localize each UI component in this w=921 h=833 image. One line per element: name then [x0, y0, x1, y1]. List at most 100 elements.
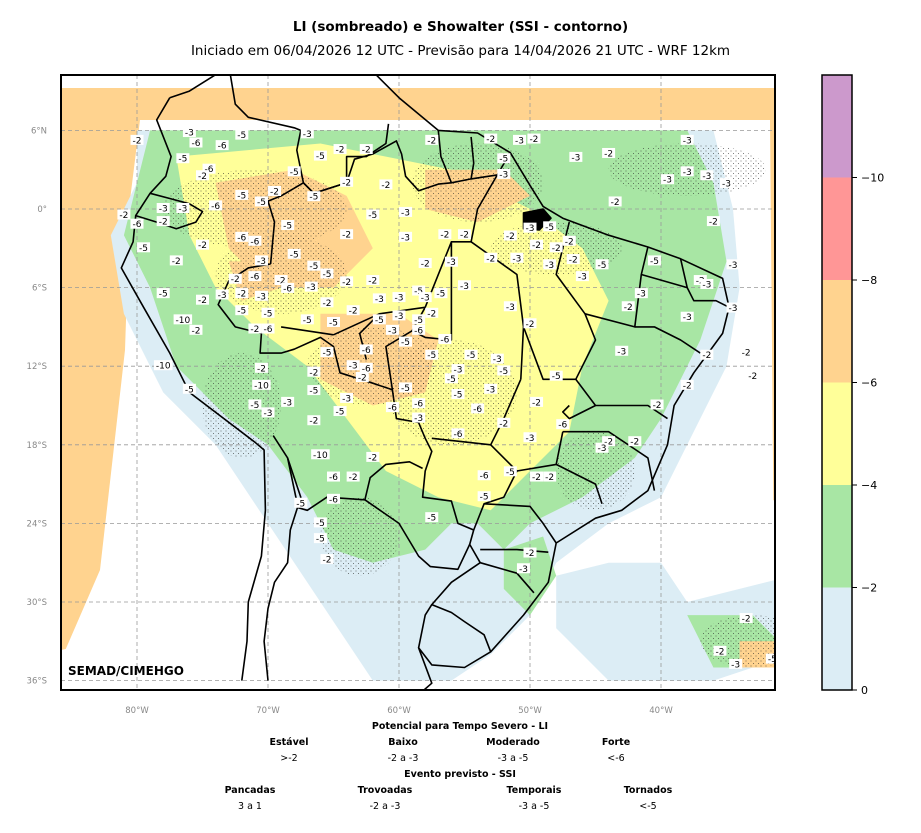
contour-label: -3 [526, 434, 535, 444]
lat-label: 30°S [27, 598, 47, 608]
contour-label: -2 [250, 325, 259, 335]
contour-label-bg [274, 275, 288, 286]
contour-label-bg [248, 399, 262, 410]
contour-label: -6 [329, 473, 338, 483]
state-border-5 [522, 221, 597, 381]
pacific-coast [120, 97, 267, 681]
contour-label: -3 [722, 180, 731, 190]
contour-label-bg [556, 419, 570, 430]
contour-label: -2 [309, 368, 318, 378]
contour-label-bg [418, 258, 432, 269]
contour-label-bg [562, 235, 576, 246]
contour-label-bg [235, 231, 249, 242]
contour-label-bg [438, 334, 452, 344]
contour-label: -5 [368, 211, 377, 221]
contour-label: -2 [486, 135, 495, 145]
contour-label: -2 [358, 373, 367, 383]
colorbar-tick-label: −2 [861, 582, 877, 595]
contour-label: -3 [493, 355, 502, 365]
contour-label: -5 [552, 372, 561, 382]
contour-label: -6 [237, 233, 246, 243]
colorbar-segment-lt4 [822, 382, 852, 485]
contour-label: -3 [395, 294, 404, 304]
contour-label: -5 [322, 270, 331, 280]
contour-label: -3 [414, 414, 423, 424]
contour-label: -6 [453, 430, 462, 440]
contour-label-bg [418, 292, 432, 303]
contour-label: -3 [637, 290, 646, 300]
contour-label-bg [385, 402, 399, 413]
state-border-16 [562, 430, 656, 491]
contour-label: -3 [185, 129, 194, 139]
contour-label: -3 [512, 254, 521, 264]
contour-label: -2 [715, 647, 724, 657]
contour-label-bg [399, 231, 413, 242]
bolivia-south-border [272, 435, 423, 512]
contour-label: -5 [185, 385, 194, 395]
contour-label-bg [137, 242, 151, 253]
state-border-13 [431, 437, 491, 446]
contour-label-bg [287, 248, 301, 259]
contour-label-bg [320, 268, 334, 279]
contour-label-bg [595, 442, 609, 453]
contour-label-bg [215, 140, 229, 151]
contour-label: -2 [270, 187, 279, 197]
colorbar: 0 −2 −4 −6 −8 −10 [821, 74, 884, 697]
colorbar-tick-label: −4 [861, 479, 877, 492]
contour-label-bg [484, 252, 498, 263]
contour-label: -5 [436, 290, 445, 300]
map-area: -2 -3 -5 -6 -6 -3 -2 -2 -5 -6 -2 -5 -5 -2 -2 -2 -2 -3 -2 -5… [61, 75, 775, 690]
contour-label-bg [608, 196, 622, 207]
colorbar-tick-label: −6 [861, 377, 877, 390]
contour-label: -6 [218, 142, 227, 152]
contour-label-bg [333, 406, 347, 417]
contour-label: -5 [237, 307, 246, 317]
contour-label: -2 [427, 136, 436, 146]
contour-label-bg [366, 209, 380, 220]
contour-label-bg [650, 399, 664, 410]
contour-label-bg [530, 471, 544, 482]
contour-label-bg [173, 314, 193, 325]
contour-label-bg [720, 178, 733, 189]
contour-label: -2 [604, 149, 613, 159]
colorbar-tick-label: −10 [861, 172, 884, 185]
map-axes: 6°N 0° 6°S 12°S 18°S 24°S 30°S 36°S 80°W 70°W 60°W… [27, 126, 674, 716]
lat-label: 6°N [31, 126, 47, 136]
contour-label: -2 [322, 299, 331, 309]
contour-label-bg [359, 362, 373, 373]
contour-label-bg [340, 276, 354, 287]
contour-label: -5 [499, 155, 508, 165]
contour-label: -6 [414, 326, 423, 336]
contour-label-bg [700, 349, 714, 360]
contour-label-bg [294, 497, 308, 508]
contour-label-bg [359, 144, 373, 155]
li-range-strong: <-6 [607, 753, 625, 764]
map-frame [60, 74, 776, 691]
state-border-6 [584, 246, 649, 328]
contour-label-bg [156, 288, 170, 299]
contour-label: -2 [604, 438, 613, 448]
contour-label: -3 [257, 292, 266, 302]
contour-label: -2 [624, 303, 633, 313]
contour-label: -2 [257, 364, 266, 374]
contour-label-bg [346, 360, 360, 371]
contour-label: -2 [119, 211, 128, 221]
contour-label: -6 [558, 421, 567, 431]
contour-label-bg [471, 403, 485, 414]
contour-label-bg [366, 451, 380, 462]
contour-label: -3 [257, 257, 266, 267]
li-range-low: -2 a -3 [387, 753, 419, 764]
contour-label-bg [693, 275, 707, 286]
contour-label: -2 [349, 473, 358, 483]
contour-label-bg [543, 471, 557, 482]
lat-label: 0° [37, 205, 47, 215]
contour-label: -2 [532, 473, 541, 483]
li-range-stable: >-2 [280, 753, 298, 764]
contour-label: -3 [342, 394, 351, 404]
contour-label: -6 [414, 400, 423, 410]
contour-label: -3 [388, 326, 397, 336]
contour-label: -6 [211, 202, 220, 212]
contour-label-bg [235, 129, 249, 140]
contour-label-bg [320, 554, 334, 565]
